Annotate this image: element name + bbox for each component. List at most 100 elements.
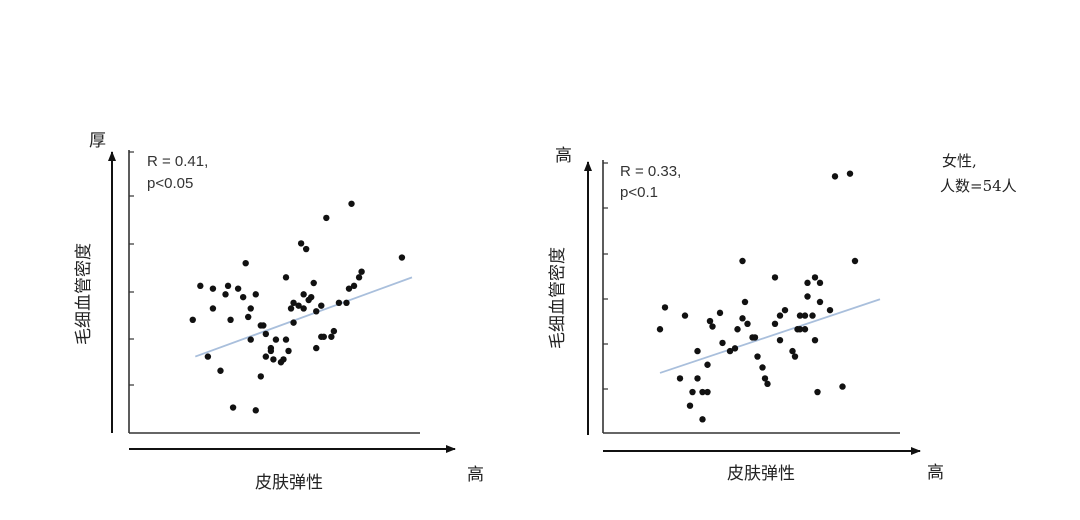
stat-r-value: R = 0.33, (620, 163, 681, 180)
scatter-point (262, 353, 270, 360)
y-ticks (129, 151, 134, 386)
y-axis-end-label: 高 (555, 146, 572, 166)
scatter-point (694, 375, 701, 382)
scatter-point (345, 285, 353, 292)
scatter-point (744, 320, 751, 327)
scatter-points-group (656, 170, 859, 423)
scatter-point (776, 312, 784, 319)
scatter-points-group (189, 200, 406, 414)
x-axis-label: 皮肤弹性 (727, 464, 795, 484)
scatter-point (222, 291, 229, 298)
scatter-point (257, 373, 264, 380)
scatter-point (189, 316, 196, 323)
scatter-point (197, 282, 204, 290)
scatter-point (290, 299, 297, 307)
scatter-point (759, 364, 766, 371)
scatter-point (816, 298, 824, 306)
scatter-point (320, 333, 327, 340)
scatter-point (313, 308, 320, 315)
scatter-point (776, 336, 784, 344)
scatter-point (242, 260, 249, 267)
scatter-point (252, 407, 259, 414)
scatter-point (694, 347, 701, 355)
scatter-point (330, 327, 338, 335)
scatter-point (726, 347, 734, 355)
scatter-point (262, 330, 270, 338)
scatter-point (295, 302, 302, 309)
scatter-point (350, 282, 358, 290)
scatter-point (709, 323, 716, 330)
scatter-point (716, 309, 724, 317)
scatter-point (318, 302, 325, 309)
scatter-point (699, 388, 706, 396)
x-axis-end-label: 高 (467, 465, 484, 485)
scatter-point (204, 353, 212, 360)
scatter-point (328, 333, 335, 340)
trend-line (659, 298, 881, 374)
y-axis-label: 毛细血管密度 (74, 243, 94, 345)
scatter-point (355, 274, 363, 281)
scatter-point (801, 326, 809, 333)
scatter-point (335, 299, 343, 307)
scatter-point (809, 312, 816, 319)
scatter-point (734, 326, 741, 333)
scatter-point (739, 257, 746, 265)
scatter-point (839, 383, 846, 390)
annotation-gender: 女性, (942, 152, 977, 170)
scatter-point (280, 356, 287, 363)
scatter-point (209, 305, 217, 312)
scatter-point (801, 312, 809, 319)
scatter-point (282, 336, 290, 343)
scatter-point (300, 291, 307, 298)
scatter-point (676, 375, 684, 382)
scatter-point (224, 282, 232, 290)
scatter-point (257, 322, 264, 329)
chart-panel-2: 高 高 皮肤弹性 毛细血管密度 R = 0.33, p<0.1 女性, 人数=5… (548, 146, 1017, 484)
y-axis-label: 毛细血管密度 (548, 247, 568, 349)
scatter-point (343, 299, 350, 307)
scatter-point (323, 214, 330, 222)
scatter-point (719, 339, 726, 347)
scatter-point (656, 326, 664, 333)
scatter-point (789, 347, 796, 355)
chart-panel-1: 厚 高 皮肤弹性 毛细血管密度 R = 0.41, p<0.05 (74, 131, 484, 493)
scatter-point (706, 317, 714, 325)
scatter-point (771, 274, 779, 281)
scatter-point (285, 347, 292, 355)
scatter-point (804, 293, 811, 300)
scatter-point (290, 319, 297, 326)
scatter-point (831, 173, 839, 180)
scatter-point (699, 416, 706, 423)
scatter-point (811, 336, 819, 344)
scatter-point (704, 361, 711, 368)
scatter-point (358, 268, 365, 275)
scatter-point (739, 315, 746, 322)
scatter-point (686, 402, 694, 409)
scatter-point (247, 305, 254, 312)
scatter-point (247, 336, 254, 343)
x-axis-label: 皮肤弹性 (255, 473, 323, 493)
scatter-point (245, 313, 252, 321)
scatter-point (796, 312, 804, 319)
scatter-point (764, 380, 771, 388)
scatter-point (270, 356, 277, 363)
trend-line-group (659, 298, 881, 374)
trend-line (194, 276, 413, 358)
scatter-point (302, 245, 310, 253)
x-axis-end-label: 高 (927, 463, 944, 483)
scatter-point (252, 291, 259, 298)
stat-p-value: p<0.05 (147, 175, 193, 192)
scatter-point (282, 274, 290, 281)
scatter-point (796, 326, 804, 333)
scatter-point (816, 279, 824, 287)
scatter-point (267, 347, 275, 355)
scatter-point (781, 306, 789, 314)
scatter-point (239, 293, 247, 301)
scatter-point (689, 388, 696, 396)
scatter-point (751, 334, 759, 341)
scatter-point (227, 316, 234, 323)
scatter-point (761, 375, 769, 382)
scatter-point (300, 305, 307, 312)
scatter-point (313, 344, 320, 352)
